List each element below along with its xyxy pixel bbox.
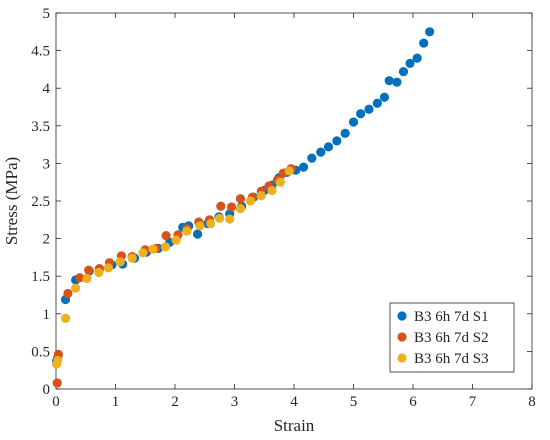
data-point xyxy=(284,166,294,176)
axis-ticks: 0 1 2 3 4 5 6 7 8 0 0.5 1 1.5 2 2.5 3 3.5 4 4.5 5 xyxy=(31,6,536,410)
data-point xyxy=(356,109,366,119)
data-point xyxy=(323,142,334,152)
data-point xyxy=(52,378,62,388)
x-tick-label: 7 xyxy=(469,394,477,410)
data-point xyxy=(82,273,92,284)
data-point xyxy=(103,263,113,273)
data-point xyxy=(193,229,203,239)
data-point xyxy=(84,265,94,275)
legend-entry-s1: B3 6h 7d S1 xyxy=(397,309,489,325)
data-point xyxy=(307,153,317,163)
data-point xyxy=(226,202,237,212)
legend-marker-s1 xyxy=(397,311,407,321)
data-point xyxy=(405,58,415,68)
data-point xyxy=(75,273,85,283)
data-point xyxy=(60,313,71,323)
x-tick-label: 6 xyxy=(409,394,417,410)
x-tick-label: 4 xyxy=(290,394,298,410)
data-point xyxy=(182,226,192,236)
data-point xyxy=(148,244,158,254)
data-point xyxy=(161,230,171,241)
data-point xyxy=(379,92,390,102)
data-point xyxy=(384,76,394,86)
y-tick-label: 3 xyxy=(43,156,51,172)
data-point xyxy=(425,27,435,37)
y-tick-label: 2 xyxy=(43,232,51,248)
x-axis-label: Strain xyxy=(274,416,315,435)
data-point xyxy=(216,201,226,211)
legend-entry-s3: B3 6h 7d S3 xyxy=(397,351,489,367)
legend-entry-s2: B3 6h 7d S2 xyxy=(397,330,489,346)
data-point xyxy=(127,253,137,263)
y-tick-label: 0.5 xyxy=(31,344,50,360)
legend-marker-s2 xyxy=(397,332,407,342)
data-point xyxy=(195,221,205,231)
legend: B3 6h 7d S1 B3 6h 7d S2 B3 6h 7d S3 xyxy=(389,302,515,373)
data-point xyxy=(245,196,256,206)
data-point xyxy=(340,128,350,138)
data-point xyxy=(71,283,81,293)
data-point xyxy=(392,77,402,87)
data-point xyxy=(215,213,225,223)
data-point xyxy=(332,136,342,146)
x-tick-label: 8 xyxy=(528,394,536,410)
y-tick-label: 0 xyxy=(43,382,51,398)
data-point xyxy=(235,203,246,214)
series-s3 xyxy=(51,166,294,369)
data-point xyxy=(160,242,171,252)
data-point xyxy=(171,235,181,245)
x-tick-label: 0 xyxy=(52,394,60,410)
data-point xyxy=(419,38,429,48)
data-point xyxy=(63,288,73,299)
y-tick-label: 1.5 xyxy=(31,269,50,285)
data-point xyxy=(256,191,266,201)
y-axis-label: Stress (MPa) xyxy=(2,157,21,245)
data-markers xyxy=(51,27,435,388)
x-tick-label: 2 xyxy=(171,394,179,410)
data-point xyxy=(206,218,216,229)
data-point xyxy=(235,194,246,204)
legend-box xyxy=(389,302,515,373)
data-point xyxy=(138,248,148,258)
data-point xyxy=(225,214,235,224)
y-tick-label: 3.5 xyxy=(31,119,50,135)
data-point xyxy=(298,162,309,172)
data-point xyxy=(372,98,382,108)
legend-label-s1: B3 6h 7d S1 xyxy=(414,309,489,325)
legend-label-s3: B3 6h 7d S3 xyxy=(414,351,489,367)
legend-label-s2: B3 6h 7d S2 xyxy=(414,330,489,346)
data-point xyxy=(115,257,125,267)
data-point xyxy=(94,267,104,278)
data-point xyxy=(412,53,422,63)
data-point xyxy=(348,117,359,127)
data-point xyxy=(267,185,277,196)
y-tick-label: 4 xyxy=(43,81,51,97)
legend-marker-s3 xyxy=(397,353,407,363)
y-tick-label: 4.5 xyxy=(31,44,50,60)
data-point xyxy=(364,104,374,114)
y-tick-label: 1 xyxy=(43,307,51,323)
x-tick-label: 1 xyxy=(112,394,120,410)
x-tick-label: 5 xyxy=(350,394,358,410)
data-point xyxy=(398,67,409,77)
data-point xyxy=(316,147,326,157)
y-tick-label: 5 xyxy=(43,6,51,22)
data-point xyxy=(53,355,63,366)
x-tick-label: 3 xyxy=(231,394,239,410)
data-point xyxy=(275,177,285,187)
y-tick-label: 2.5 xyxy=(31,194,50,210)
